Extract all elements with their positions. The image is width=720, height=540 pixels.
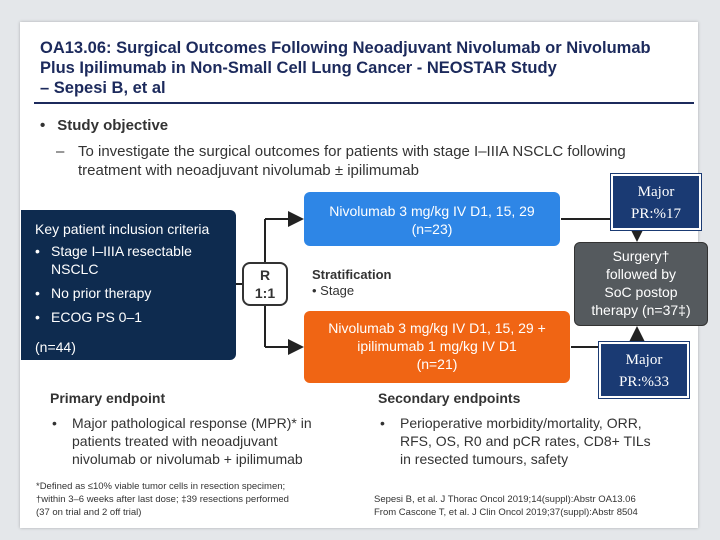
citation: Sepesi B, et al. J Thorac Oncol 2019;14(…: [374, 494, 638, 518]
slide-title: OA13.06: Surgical Outcomes Following Neo…: [40, 39, 651, 97]
surgery-box: Surgery† followed by SoC postop therapy …: [574, 242, 708, 326]
title-divider: [34, 102, 694, 104]
footnote: *Defined as ≤10% viable tumor cells in r…: [36, 481, 289, 518]
inclusion-criteria-title: Key patient inclusion criteria: [35, 221, 210, 237]
criteria-item: ECOG PS 0–1: [35, 308, 230, 326]
criteria-item: No prior therapy: [35, 284, 230, 302]
nivolumab-ipilimumab-arm-box: Nivolumab 3 mg/kg IV D1, 15, 29 + ipilim…: [304, 311, 570, 383]
major-pr-label-nivolumab: Major PR:%17: [610, 173, 702, 231]
randomization-box: R 1:1: [242, 262, 288, 306]
secondary-endpoints-text: • Perioperative morbidity/mortality, ORR…: [380, 415, 651, 467]
secondary-endpoints-heading: Secondary endpoints: [378, 390, 521, 406]
patient-count: (n=44): [35, 339, 76, 355]
inclusion-criteria-box: Key patient inclusion criteria Stage I–I…: [21, 210, 236, 360]
study-objective-heading: • Study objective: [40, 117, 169, 134]
primary-endpoint-heading: Primary endpoint: [50, 390, 166, 406]
inclusion-criteria-list: Stage I–IIIA resectable NSCLC No prior t…: [35, 242, 230, 332]
major-pr-label-combination: Major PR:%33: [598, 341, 690, 399]
nivolumab-arm-box: Nivolumab 3 mg/kg IV D1, 15, 29 (n=23): [304, 192, 560, 246]
slide: OA13.06: Surgical Outcomes Following Neo…: [20, 22, 708, 528]
criteria-item: Stage I–IIIA resectable NSCLC: [35, 242, 230, 278]
stratification-note: Stratification • Stage: [312, 267, 392, 298]
primary-endpoint-text: • Major pathological response (MPR)* in …: [52, 415, 312, 467]
